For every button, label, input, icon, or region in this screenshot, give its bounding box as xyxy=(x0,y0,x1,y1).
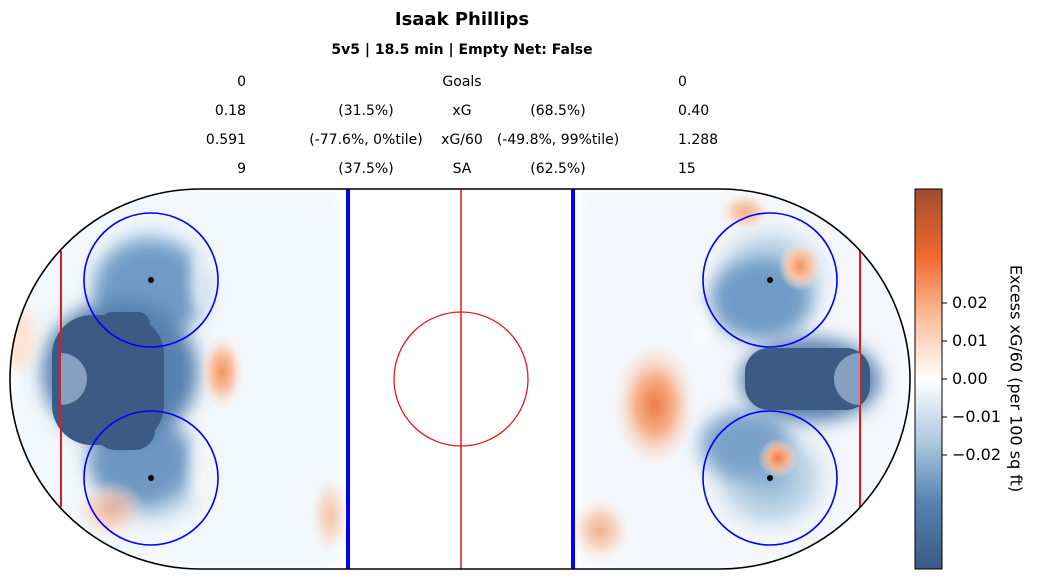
stat-label: xG xyxy=(452,103,472,119)
faceoff-dot xyxy=(148,475,154,481)
stat-left-value: 0.18 xyxy=(214,103,246,119)
colorbar-tick-label: 0.00 xyxy=(952,369,988,388)
stat-right-value: 15 xyxy=(678,161,696,177)
right-crease xyxy=(834,353,860,405)
faceoff-dot xyxy=(148,277,154,283)
colorbar-tick-label: 0.02 xyxy=(952,293,988,312)
stat-label: xG/60 xyxy=(441,132,483,148)
heatmap-layer xyxy=(10,189,910,569)
left-crease xyxy=(61,353,87,405)
stat-right-pct: (62.5%) xyxy=(530,161,586,177)
right-lower-faceoff-circle xyxy=(702,410,838,546)
faceoff-dot xyxy=(767,277,773,283)
left-upper-faceoff-circle xyxy=(83,212,219,348)
chart-subtitle: 5v5 | 18.5 min | Empty Net: False xyxy=(331,42,593,58)
rink-boards xyxy=(9,188,911,570)
colorbar-ticks xyxy=(942,302,947,456)
rink-markings xyxy=(9,188,911,570)
right-upper-faceoff-circle xyxy=(702,212,838,348)
stat-right-value: 0.40 xyxy=(678,103,710,119)
colorbar-tick-label: −0.01 xyxy=(952,407,1002,426)
colorbar-gradient xyxy=(914,188,943,570)
stat-left-pct: (37.5%) xyxy=(338,161,394,177)
colorbar-label: Excess xG/60 (per 100 sq ft) xyxy=(1006,264,1026,493)
stat-right-pct: (-49.8%, 99%tile) xyxy=(496,132,620,148)
colorbar xyxy=(914,188,947,570)
stat-left-value: 9 xyxy=(237,161,246,177)
left-lower-faceoff-circle xyxy=(83,410,219,546)
stat-left-pct: (-77.6%, 0%tile) xyxy=(309,132,423,148)
left-zone-heat xyxy=(10,214,350,555)
colorbar-tick-label: −0.02 xyxy=(952,445,1002,464)
stat-right-value: 1.288 xyxy=(678,132,719,148)
stat-label: SA xyxy=(452,161,472,177)
stat-left-value: 0 xyxy=(237,74,246,90)
stat-right-pct: (68.5%) xyxy=(530,103,586,119)
faceoff-dot xyxy=(767,475,773,481)
stat-left-pct: (31.5%) xyxy=(338,103,394,119)
stat-left-value: 0.591 xyxy=(205,132,246,148)
stat-label: Goals xyxy=(442,74,482,90)
chart-title: Isaak Phillips xyxy=(394,9,530,30)
colorbar-tick-label: 0.01 xyxy=(952,331,988,350)
center-faceoff-circle xyxy=(393,311,529,447)
stat-right-value: 0 xyxy=(678,74,687,90)
